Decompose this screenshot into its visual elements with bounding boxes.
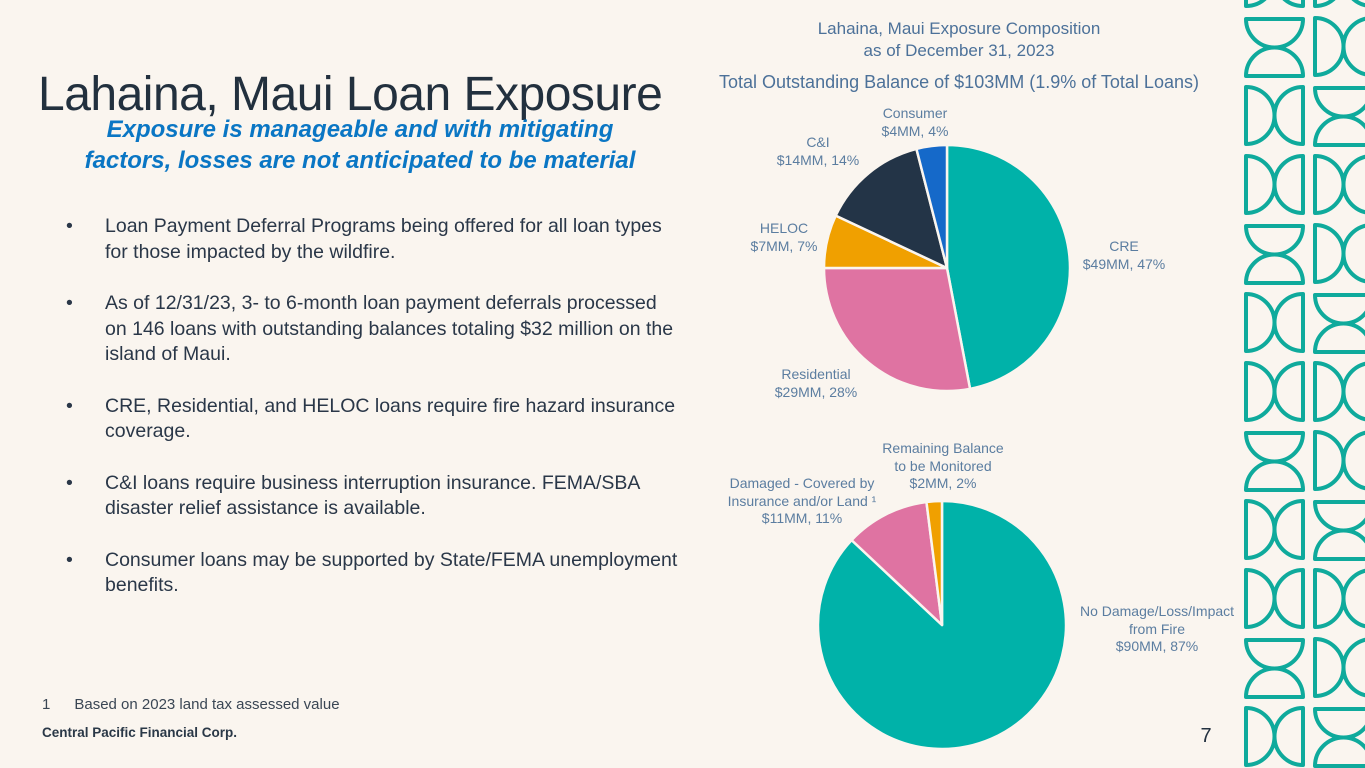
bullet-text: CRE, Residential, and HELOC loans requir…	[105, 394, 676, 443]
bullet-item-business-interruption: • C&I loans require business interruptio…	[66, 471, 681, 522]
bullet-text: Consumer loans may be supported by State…	[105, 548, 678, 597]
bullet-marker: •	[66, 215, 73, 237]
pie-chart-damage-composition	[816, 499, 1068, 751]
bullet-text: As of 12/31/23, 3- to 6-month loan payme…	[105, 292, 674, 365]
footnote: 1 Based on 2023 land tax assessed value	[42, 696, 340, 713]
subtitle-line-1: Exposure is manageable and with mitigati…	[106, 116, 614, 143]
pie1-label-heloc: HELOC $7MM, 7%	[750, 220, 818, 254]
pie2-label-no-damage: No Damage/Loss/Impact from Fire $90MM, 8…	[1079, 603, 1235, 654]
bullet-marker: •	[66, 292, 73, 314]
footnote-number: 1	[42, 696, 51, 713]
company-brand: Central Pacific Financial Corp.	[42, 725, 238, 740]
pie-slice-consumer	[915, 143, 949, 270]
bullet-item-fire-hazard-insurance: • CRE, Residential, and HELOC loans requ…	[66, 394, 681, 445]
bullet-text: C&I loans require business interruption …	[105, 471, 640, 520]
pie-chart-exposure-composition	[822, 143, 1072, 393]
pie1-label-ci: C&I $14MM, 14%	[776, 134, 860, 168]
pie-slice-cre	[945, 143, 1072, 391]
footnote-text: Based on 2023 land tax assessed value	[74, 696, 340, 713]
pie1-label-consumer: Consumer $4MM, 4%	[881, 105, 949, 139]
page-number: 7	[1200, 725, 1212, 747]
bullet-item-deferral-programs: • Loan Payment Deferral Programs being o…	[66, 214, 681, 265]
chart-title-line-1: Lahaina, Maui Exposure Composition	[817, 19, 1101, 38]
bullet-list: • Loan Payment Deferral Programs being o…	[66, 214, 681, 625]
pie1-label-cre: CRE $49MM, 47%	[1082, 238, 1166, 272]
pie-slice-damaged-covered-by-insurance-and-or-land	[850, 500, 944, 627]
pattern-fill	[1242, 0, 1365, 768]
page-title: Lahaina, Maui Loan Exposure	[38, 68, 663, 122]
bullet-marker: •	[66, 548, 73, 571]
subtitle-line-2: factors, losses are not anticipated to b…	[84, 147, 636, 174]
bullet-item-deferrals-processed: • As of 12/31/23, 3- to 6-month loan pay…	[66, 291, 681, 368]
chart-title-line-2: as of December 31, 2023	[863, 41, 1055, 60]
bullet-marker: •	[66, 394, 73, 417]
bullet-item-consumer-support: • Consumer loans may be supported by Sta…	[66, 548, 681, 599]
side-pattern-decoration	[1242, 0, 1365, 768]
chart-total-balance: Total Outstanding Balance of $103MM (1.9…	[719, 72, 1199, 92]
pie2-label-remaining-balance: Remaining Balance to be Monitored $2MM, …	[882, 440, 1004, 491]
chart-title: Lahaina, Maui Exposure Composition as of…	[700, 18, 1218, 62]
pie1-label-residential: Residential $29MM, 28%	[774, 366, 858, 400]
pie-slice-remaining-balance-to-be-monitored	[925, 499, 944, 627]
pie-slice-c-i	[834, 147, 949, 270]
pie2-label-damaged-covered: Damaged - Covered by Insurance and/or La…	[727, 475, 877, 526]
pie-slice-no-damage-loss-impact-from-fire	[816, 499, 1068, 751]
bullet-text: Loan Payment Deferral Programs being off…	[105, 215, 662, 263]
pie-slice-residential	[822, 266, 972, 393]
bullet-marker: •	[66, 471, 73, 494]
subtitle: Exposure is manageable and with mitigati…	[25, 114, 695, 176]
